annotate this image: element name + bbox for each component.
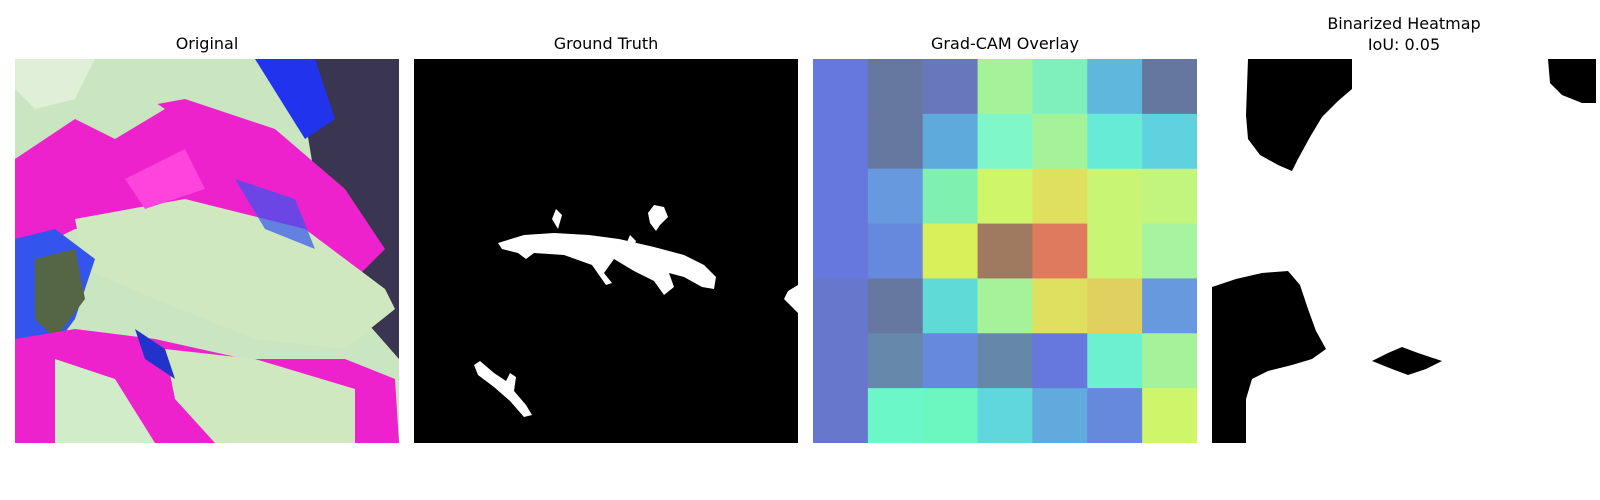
heatmap-cell: [867, 388, 924, 443]
heatmap-cell: [1087, 388, 1143, 443]
heatmap-cell: [1032, 59, 1088, 115]
heatmap-cell: [1142, 168, 1197, 225]
heatmap-cell: [922, 59, 979, 115]
heatmap-cell: [867, 223, 924, 279]
original-image: [15, 59, 399, 443]
heatmap-cell: [1032, 333, 1088, 389]
heatmap-cell: [922, 168, 979, 225]
binarized-panel: Binarized Heatmap IoU: 0.05: [1212, 0, 1596, 500]
ground-truth-panel: Ground Truth: [414, 0, 798, 500]
gradcam-title: Grad-CAM Overlay: [931, 34, 1079, 53]
heatmap-cell: [922, 278, 979, 334]
heatmap-cell: [1087, 59, 1143, 115]
heatmap-cell: [977, 278, 1033, 334]
heatmap-cell: [922, 223, 979, 279]
heatmap-cell: [1087, 168, 1143, 225]
heatmap-cell: [1142, 388, 1197, 443]
heatmap-cell: [1087, 223, 1143, 279]
heatmap-cell: [1032, 278, 1088, 334]
heatmap-cell: [867, 278, 924, 334]
binarized-title: Binarized Heatmap: [1327, 14, 1481, 33]
heatmap-cell: [977, 59, 1033, 115]
heatmap-cell: [813, 223, 869, 279]
heatmap-cell: [867, 59, 924, 115]
heatmap-cell: [1142, 333, 1197, 389]
heatmap-cell: [977, 223, 1033, 279]
heatmap-cell: [977, 388, 1033, 443]
heatmap-cell: [1087, 333, 1143, 389]
heatmap-cell: [1032, 223, 1088, 279]
heatmap-cell: [1142, 278, 1197, 334]
original-panel: Original: [15, 0, 399, 500]
binarized-mask: [1212, 59, 1596, 443]
gradcam-panel: Grad-CAM Overlay: [813, 0, 1197, 500]
ground-truth-mask: [414, 59, 798, 443]
heatmap-cell: [977, 113, 1033, 170]
heatmap-cell: [1087, 278, 1143, 334]
heatmap-cell: [813, 168, 869, 225]
heatmap-cell: [867, 113, 924, 170]
heatmap-cell: [1142, 59, 1197, 115]
iou-label: IoU: 0.05: [1367, 35, 1441, 54]
heatmap-cell: [977, 333, 1033, 389]
heatmap-cell: [1142, 113, 1197, 170]
ground-truth-title: Ground Truth: [553, 34, 659, 53]
heatmap-cell: [922, 388, 979, 443]
heatmap-cell: [1032, 113, 1088, 170]
heatmap-cell: [813, 278, 869, 334]
gradcam-heatmap: [813, 59, 1197, 443]
heatmap-cell: [1032, 388, 1088, 443]
heatmap-cell: [922, 333, 979, 389]
heatmap-cell: [813, 333, 869, 389]
heatmap-cell: [813, 388, 869, 443]
heatmap-cell: [813, 113, 869, 170]
heatmap-cell: [813, 59, 869, 115]
heatmap-cell: [1087, 113, 1143, 170]
heatmap-cell: [977, 168, 1033, 225]
heatmap-cell: [1032, 168, 1088, 225]
original-title: Original: [175, 34, 239, 53]
heatmap-cell: [867, 333, 924, 389]
heatmap-cell: [867, 168, 924, 225]
heatmap-cell: [922, 113, 979, 170]
heatmap-cell: [1142, 223, 1197, 279]
